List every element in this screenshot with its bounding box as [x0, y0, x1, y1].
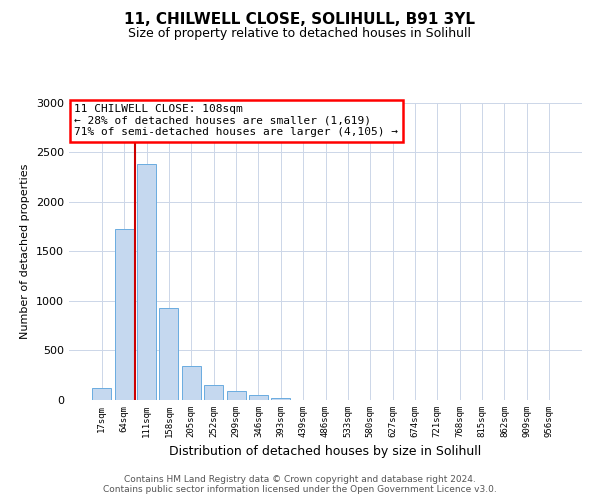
- Bar: [227, 391, 245, 400]
- Bar: [160, 308, 178, 400]
- X-axis label: Distribution of detached houses by size in Solihull: Distribution of detached houses by size …: [169, 446, 482, 458]
- Bar: [249, 394, 268, 400]
- Bar: [137, 164, 156, 400]
- Text: 11, CHILWELL CLOSE, SOLIHULL, B91 3YL: 11, CHILWELL CLOSE, SOLIHULL, B91 3YL: [125, 12, 476, 28]
- Text: Size of property relative to detached houses in Solihull: Size of property relative to detached ho…: [128, 28, 472, 40]
- Text: 11 CHILWELL CLOSE: 108sqm
← 28% of detached houses are smaller (1,619)
71% of se: 11 CHILWELL CLOSE: 108sqm ← 28% of detac…: [74, 104, 398, 137]
- Bar: [271, 398, 290, 400]
- Text: Contains HM Land Registry data © Crown copyright and database right 2024.
Contai: Contains HM Land Registry data © Crown c…: [103, 474, 497, 494]
- Y-axis label: Number of detached properties: Number of detached properties: [20, 164, 31, 339]
- Bar: [182, 366, 201, 400]
- Bar: [204, 384, 223, 400]
- Bar: [92, 388, 112, 400]
- Bar: [115, 230, 134, 400]
